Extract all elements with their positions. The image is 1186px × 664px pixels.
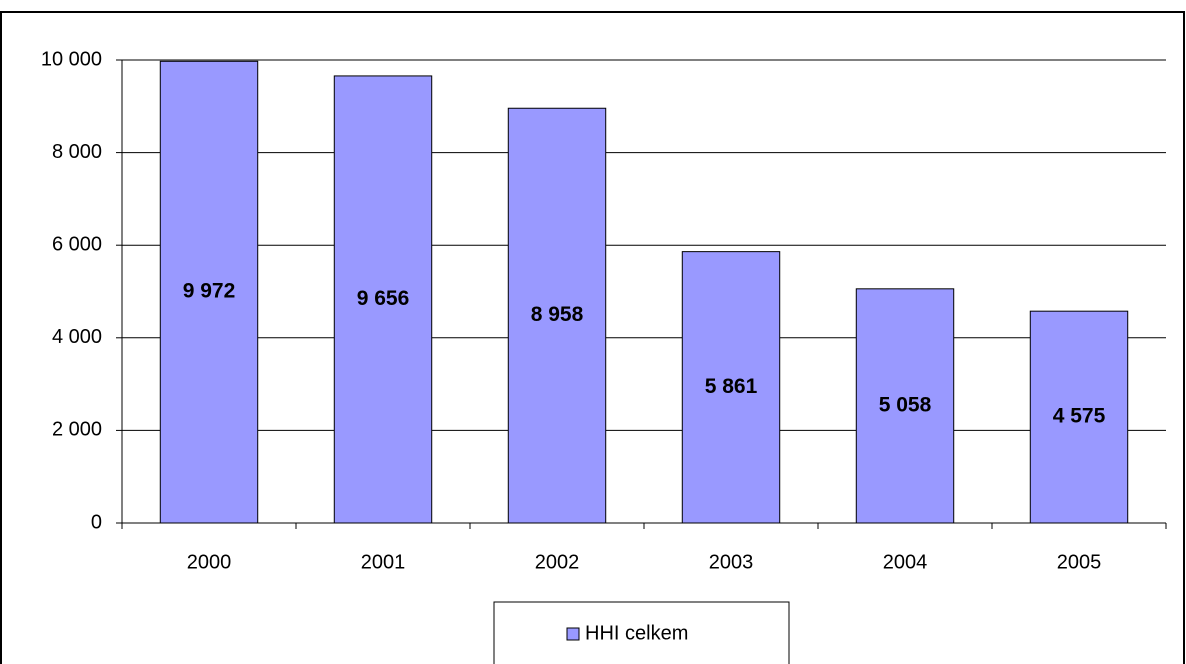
legend-swatch bbox=[566, 627, 580, 641]
bar bbox=[159, 60, 259, 524]
bar bbox=[333, 75, 433, 524]
value-label: 9 972 bbox=[183, 280, 236, 303]
y-tick-label: 0 bbox=[91, 511, 102, 533]
x-tick-label: 2002 bbox=[535, 551, 580, 573]
bar bbox=[507, 107, 607, 524]
legend-label: HHI celkem bbox=[585, 622, 688, 644]
value-label: 5 058 bbox=[879, 393, 932, 416]
x-tick-label: 2001 bbox=[361, 551, 406, 573]
bar bbox=[855, 288, 955, 524]
x-tick-label: 2003 bbox=[709, 551, 754, 573]
y-tick-label: 8 000 bbox=[52, 141, 102, 163]
value-label: 9 656 bbox=[357, 287, 410, 310]
x-tick-label: 2004 bbox=[883, 551, 928, 573]
y-tick-label: 4 000 bbox=[52, 326, 102, 348]
y-tick-label: 6 000 bbox=[52, 233, 102, 255]
x-tick-label: 2000 bbox=[187, 551, 232, 573]
y-tick-label: 10 000 bbox=[41, 48, 102, 70]
bar bbox=[1029, 310, 1129, 524]
value-label: 8 958 bbox=[531, 303, 584, 326]
bar bbox=[681, 251, 781, 524]
y-tick-label: 2 000 bbox=[52, 419, 102, 441]
value-label: 4 575 bbox=[1053, 405, 1106, 428]
legend-box bbox=[493, 601, 790, 664]
value-label: 5 861 bbox=[705, 375, 758, 398]
x-tick-label: 2005 bbox=[1057, 551, 1102, 573]
